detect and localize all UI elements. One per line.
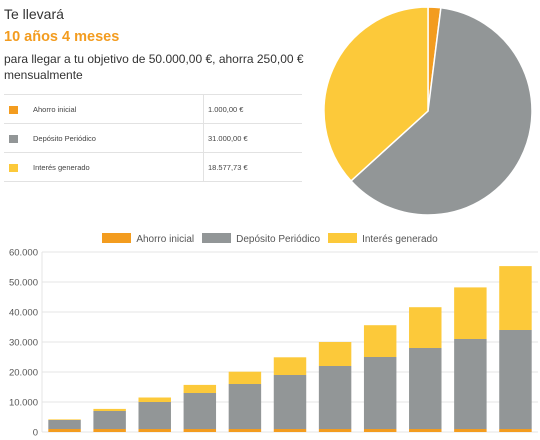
color-swatch (9, 105, 18, 114)
bar-segment (48, 429, 81, 432)
breakdown-value: 18.577,73 € (203, 152, 302, 182)
bar-segment (499, 330, 532, 429)
bar-segment (273, 375, 307, 429)
legend-label: Interés generado (362, 234, 438, 245)
legend-swatch (202, 233, 232, 243)
intro-text: Te llevará (4, 6, 64, 22)
bar-segment (48, 420, 81, 429)
goal-summary: Te llevará 10 años 4 meses para llegar a… (4, 6, 304, 83)
breakdown-label: Depósito Periódico (31, 123, 204, 153)
y-tick-label: 50.000 (9, 278, 38, 289)
stacked-bar-chart: 0 10.000 20.000 30.000 40.000 50.000 60.000 (9, 248, 538, 439)
pie-slice (323, 6, 429, 182)
bar-segment (363, 325, 397, 357)
bar-segment (183, 384, 217, 393)
breakdown-label: Interés generado (31, 152, 204, 182)
y-tick-label: 10.000 (9, 398, 38, 409)
legend-item: Interés generado (328, 233, 438, 245)
breakdown-row: Depósito Periódico 31.000,00 € (4, 123, 302, 153)
legend-item: Ahorro inicial (102, 233, 194, 245)
bar-segment (363, 357, 397, 429)
breakdown-label: Ahorro inicial (31, 94, 204, 124)
bar-segment (138, 402, 171, 429)
duration-text: 10 años 4 meses (4, 29, 120, 45)
bar-segment (409, 429, 442, 432)
y-tick-label: 30.000 (9, 338, 38, 349)
bar-segment (318, 366, 352, 429)
y-tick-label: 20.000 (9, 368, 38, 379)
bar-segment (183, 393, 217, 429)
breakdown-row: Ahorro inicial 1.000,00 € (4, 94, 302, 124)
y-tick-label: 0 (33, 428, 38, 439)
bar-segment (454, 339, 487, 429)
bar-segment (363, 429, 397, 432)
bar-segment (183, 429, 217, 432)
bar-segment (409, 348, 442, 429)
pie-chart (323, 6, 533, 216)
bar-segment (318, 429, 352, 432)
bar-segment (93, 411, 126, 429)
bar-segment (273, 357, 307, 375)
color-swatch (9, 134, 18, 143)
pie-slice (349, 6, 533, 216)
bar-segment (93, 429, 126, 432)
color-swatch (9, 163, 18, 172)
bar-segment (138, 429, 171, 432)
legend-item: Depósito Periódico (202, 233, 320, 245)
bar-segment (138, 397, 171, 402)
bar-segment (499, 429, 532, 432)
breakdown-row: Interés generado 18.577,73 € (4, 152, 302, 182)
y-tick-label: 60.000 (9, 248, 38, 259)
legend-swatch (102, 233, 132, 243)
bar-segment (93, 408, 126, 411)
chart-legend: Ahorro inicial Depósito Periódico Interés … (0, 233, 540, 245)
legend-swatch (328, 233, 358, 243)
breakdown-value: 31.000,00 € (203, 123, 302, 153)
bar-segment (228, 429, 262, 432)
breakdown-table: Ahorro inicial 1.000,00 € Depósito Periódi… (4, 94, 302, 182)
bar-segment (228, 371, 262, 384)
bar-segment (454, 287, 487, 339)
y-tick-label: 40.000 (9, 308, 38, 319)
bar-segment (454, 429, 487, 432)
bar-segment (273, 429, 307, 432)
bar-segment (228, 384, 262, 429)
bar-segment (499, 266, 532, 330)
breakdown-value: 1.000,00 € (203, 94, 302, 124)
bar-segment (318, 342, 352, 366)
legend-label: Depósito Periódico (236, 234, 321, 245)
goal-description: para llegar a tu objetivo de 50.000,00 €… (4, 52, 304, 82)
legend-label: Ahorro inicial (136, 234, 195, 245)
bar-segment (409, 307, 442, 348)
bar-segment (48, 419, 81, 420)
